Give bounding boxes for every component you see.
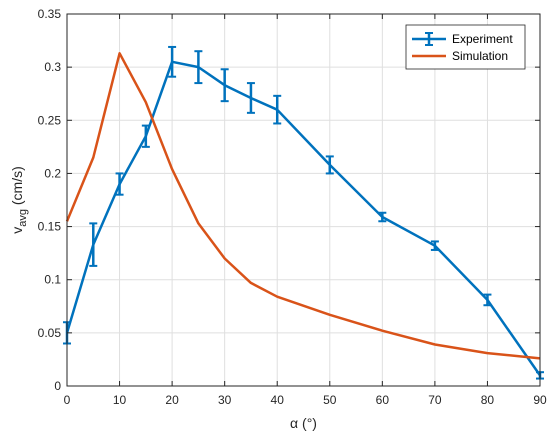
- experiment-error-bar: [220, 68, 229, 103]
- x-tick-label: 90: [533, 393, 547, 407]
- experiment-error-bar: [273, 94, 282, 125]
- legend-label-experiment: Experiment: [452, 32, 513, 46]
- experiment-error-bar: [483, 293, 492, 307]
- y-tick-label: 0.1: [44, 273, 61, 287]
- experiment-series-line: [65, 60, 542, 377]
- x-tick-label: 30: [218, 393, 232, 407]
- experiment-error-bar: [246, 82, 255, 114]
- x-tick-label: 40: [271, 393, 285, 407]
- x-axis-label: α (°): [290, 415, 317, 431]
- x-tick-label: 0: [64, 393, 71, 407]
- simulation-series-line: [65, 52, 541, 360]
- experiment-error-bar: [430, 240, 439, 251]
- plot-frame: [66, 13, 541, 387]
- y-tick-label: 0.3: [44, 60, 61, 74]
- x-tick-label: 80: [481, 393, 495, 407]
- y-tick-label: 0.25: [38, 113, 62, 127]
- x-tick-label: 20: [165, 393, 179, 407]
- experiment-error-bar: [378, 211, 387, 223]
- experiment-error-bar: [141, 124, 150, 148]
- series-layer: [63, 45, 544, 380]
- y-axis-label: vavg (cm/s): [9, 166, 29, 234]
- legend-label-simulation: Simulation: [452, 49, 508, 63]
- y-tick-label: 0: [54, 379, 61, 393]
- y-tick-label: 0.35: [38, 7, 62, 21]
- experiment-error-bar: [194, 50, 203, 85]
- y-axis-label-main: v: [9, 227, 25, 234]
- y-tick-label: 0.05: [38, 326, 62, 340]
- y-axis-label-subscript: avg: [17, 209, 29, 227]
- y-axis-label-unit: (cm/s): [9, 166, 25, 209]
- x-tick-label: 70: [428, 393, 442, 407]
- experiment-error-bar: [168, 45, 177, 78]
- axis-ticks: 0 10 20 30 40 50 60 70 80 90 0 0.05 0.1 0.15 0.2 0.25 0.…: [38, 7, 547, 407]
- experiment-error-bar: [89, 222, 98, 267]
- x-tick-label: 50: [323, 393, 337, 407]
- experiment-error-bar: [325, 155, 334, 175]
- experiment-error-bar: [115, 172, 124, 196]
- plot-area: [67, 14, 540, 386]
- x-tick-label: 10: [113, 393, 127, 407]
- legend: Experiment Simulation: [405, 24, 526, 70]
- y-tick-label: 0.15: [38, 220, 62, 234]
- x-tick-label: 60: [376, 393, 390, 407]
- y-tick-label: 0.2: [44, 166, 61, 180]
